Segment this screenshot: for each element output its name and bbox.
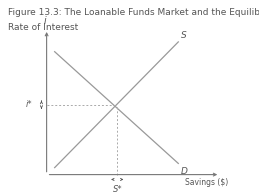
Text: Rate of Interest: Rate of Interest — [8, 23, 78, 32]
Text: D: D — [181, 167, 188, 176]
Text: Savings ($): Savings ($) — [185, 178, 228, 186]
Text: S*: S* — [112, 185, 122, 194]
Text: Figure 13.3: The Loanable Funds Market and the Equilibrium: Figure 13.3: The Loanable Funds Market a… — [8, 8, 259, 17]
Text: S: S — [181, 31, 187, 40]
Text: i*: i* — [26, 100, 32, 109]
Text: i: i — [44, 16, 47, 26]
